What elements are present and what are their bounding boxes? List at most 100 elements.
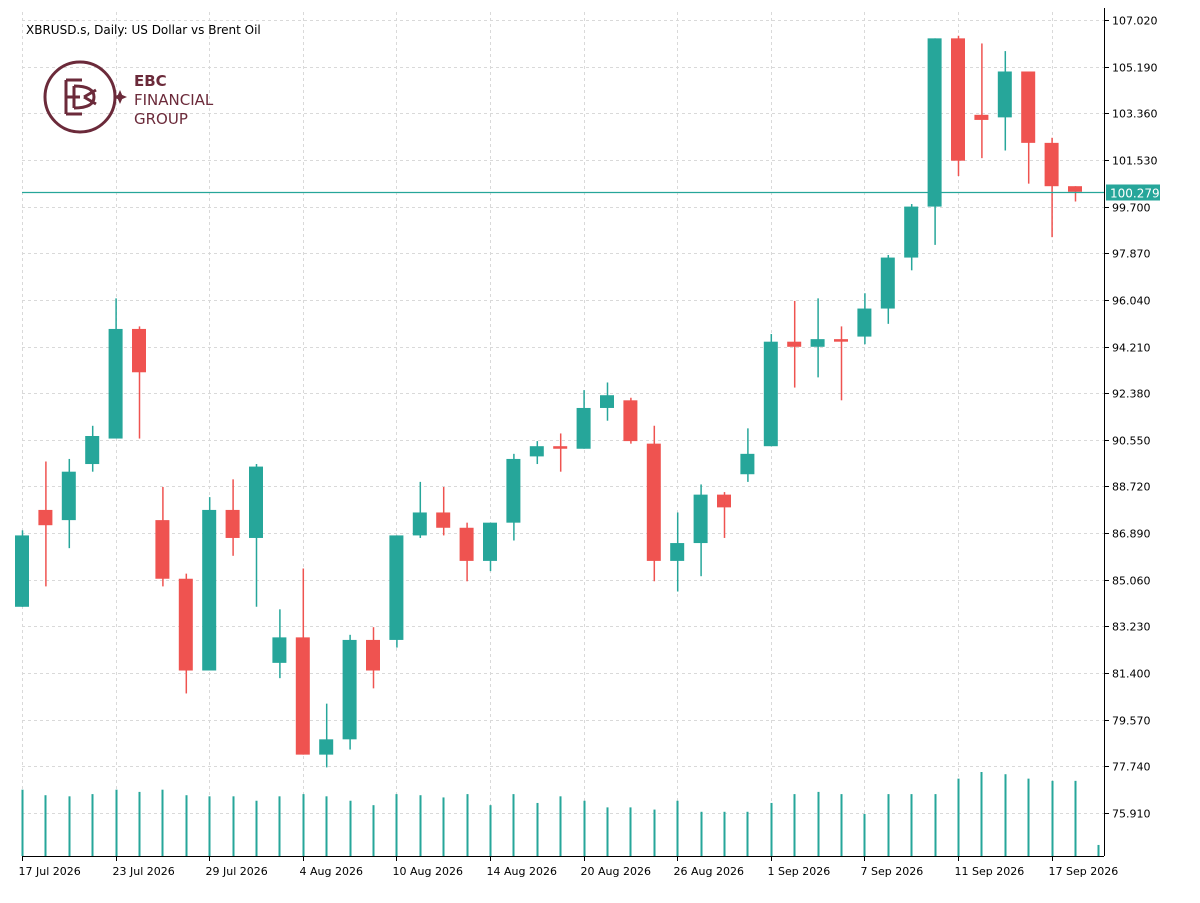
y-tick-label: 77.740 <box>1112 761 1151 774</box>
x-tick-label: 26 Aug 2026 <box>674 865 744 878</box>
candle-bear <box>717 492 731 538</box>
x-tick-label: 17 Jul 2026 <box>19 865 81 878</box>
chart-title: XBRUSD.s, Daily: US Dollar vs Brent Oil <box>26 23 261 37</box>
x-tick-label: 4 Aug 2026 <box>300 865 363 878</box>
candle-body <box>389 535 404 640</box>
candle-body <box>319 739 334 755</box>
y-tick-label: 96.040 <box>1112 295 1151 308</box>
x-tick-label: 7 Sep 2026 <box>861 865 924 878</box>
candle-bear <box>623 397 638 444</box>
candle-bear <box>1021 71 1036 184</box>
candle-bull <box>693 484 708 577</box>
candle-body <box>249 466 263 538</box>
candle-body <box>61 471 76 521</box>
candle-body <box>623 400 638 442</box>
candle-bull <box>202 497 217 671</box>
y-tick-label: 85.060 <box>1112 575 1151 588</box>
candle-body <box>693 494 708 544</box>
candle-body <box>108 328 123 439</box>
axes <box>22 8 1105 857</box>
candle-bear <box>787 300 802 388</box>
candle-bull <box>506 453 521 541</box>
candle-body <box>740 453 755 475</box>
y-tick-label: 81.400 <box>1112 668 1151 681</box>
candle-body <box>202 509 217 671</box>
candle-bear <box>951 35 965 176</box>
candle-bull <box>740 428 755 482</box>
candle-body <box>927 38 942 207</box>
candle-body <box>951 38 965 161</box>
candle-bull <box>389 535 404 648</box>
candle-bear <box>38 461 53 587</box>
candle-body <box>85 436 100 465</box>
candle-bull <box>61 458 76 549</box>
candle-body <box>412 512 427 536</box>
candle-bull <box>880 255 895 324</box>
candle-body <box>366 639 380 671</box>
candle-bear <box>1068 186 1082 202</box>
y-tick-label: 86.890 <box>1112 528 1151 541</box>
candle-body <box>670 543 685 561</box>
current-price-label: 100.279 <box>1110 187 1160 201</box>
candle-body <box>178 578 193 671</box>
candle-bull <box>904 204 919 271</box>
candle-body <box>600 395 614 408</box>
x-axis-ticks: 17 Jul 2026 23 Jul 2026 29 Jul 2026 4 Aug 2… <box>19 856 1118 878</box>
candle-bull <box>249 464 263 607</box>
x-tick-label: 11 Sep 2026 <box>955 865 1025 878</box>
candle-bull <box>857 293 872 345</box>
candle-bear <box>155 486 170 587</box>
candle-bear <box>974 43 989 159</box>
candle-bull <box>483 522 497 572</box>
candle-bull <box>997 51 1012 151</box>
candle-body <box>132 328 146 373</box>
candle-body <box>1021 71 1036 143</box>
y-tick-label: 105.190 <box>1112 62 1158 75</box>
candle-body <box>155 520 170 579</box>
y-tick-label: 99.700 <box>1112 202 1151 215</box>
candle-body <box>225 509 240 538</box>
y-tick-label: 101.530 <box>1112 155 1158 168</box>
candle-bull <box>810 298 825 378</box>
candle-bull <box>108 298 123 439</box>
x-tick-label: 29 Jul 2026 <box>206 865 268 878</box>
candle-body <box>436 512 451 528</box>
candle-body <box>295 637 310 755</box>
candle-body <box>810 339 825 347</box>
candle-body <box>1068 186 1082 192</box>
candle-bear <box>132 326 146 439</box>
candle-bear <box>553 433 568 472</box>
candle-bull <box>600 382 614 421</box>
candle-body <box>646 443 661 561</box>
candle-body <box>553 446 568 449</box>
candle-bull <box>763 334 778 447</box>
candle-bear <box>459 522 474 582</box>
ebc-logo: EBC FINANCIAL GROUP <box>43 60 214 134</box>
x-tick-label: 20 Aug 2026 <box>581 865 651 878</box>
candle-bear <box>646 425 661 582</box>
candle-body <box>506 458 521 523</box>
candle-body <box>834 339 848 342</box>
y-tick-label: 75.910 <box>1112 808 1151 821</box>
candle-body <box>717 494 731 508</box>
candle-bear <box>366 627 380 689</box>
y-tick-label: 90.550 <box>1112 435 1151 448</box>
candle-bull <box>927 38 942 245</box>
candle-body <box>272 637 287 663</box>
x-tick-label: 23 Jul 2026 <box>113 865 175 878</box>
candle-body <box>38 509 53 526</box>
candles[interactable] <box>15 35 1082 768</box>
candle-bull <box>272 609 287 679</box>
candle-body <box>576 407 591 449</box>
candle-bull <box>319 703 334 768</box>
candle-body <box>529 446 544 457</box>
volume-bars <box>21 772 1100 856</box>
logo-text-group: GROUP <box>134 110 188 128</box>
candle-body <box>1044 142 1059 187</box>
candle-bear <box>834 326 848 401</box>
y-tick-label: 97.870 <box>1112 248 1151 261</box>
y-tick-label: 94.210 <box>1112 342 1151 355</box>
candle-body <box>342 639 357 740</box>
